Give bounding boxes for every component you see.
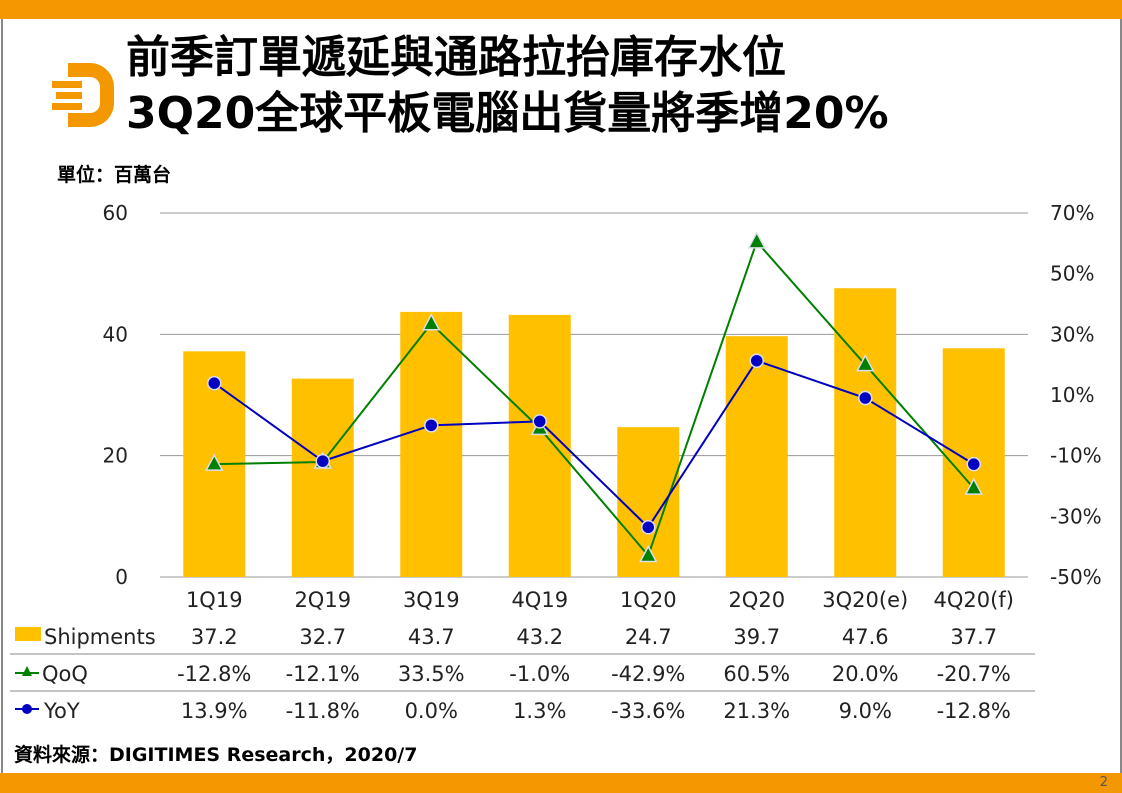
- marker-yoy: [858, 390, 873, 406]
- category-label: 2Q20: [728, 588, 785, 612]
- legend-shipments: Shipments: [44, 625, 156, 649]
- legend-yoy: YoY: [43, 699, 80, 723]
- right-axis-tick: -10%: [1050, 444, 1102, 468]
- table-cell: 39.7: [733, 625, 780, 649]
- table-cell: 43.2: [516, 625, 563, 649]
- category-label: 3Q20(e): [822, 588, 908, 612]
- bar-shipments: [725, 336, 788, 577]
- marker-yoy: [641, 520, 656, 535]
- category-label: 1Q19: [186, 588, 243, 612]
- line-qoq: [214, 239, 975, 558]
- category-label: 4Q19: [511, 588, 568, 612]
- legend-qoq: QoQ: [42, 662, 88, 686]
- marker-qoq: [205, 453, 224, 471]
- title-line-1: 前季訂單遞延與通路拉抬庫存水位: [126, 32, 786, 83]
- table-cell: -12.8%: [177, 662, 251, 686]
- category-label: 2Q19: [294, 588, 351, 612]
- marker-qoq: [964, 477, 983, 495]
- table-cell: -1.0%: [509, 662, 570, 686]
- digitimes-logo-icon: [52, 63, 114, 127]
- table-cell: 37.2: [191, 625, 238, 649]
- bar-shipments: [834, 288, 897, 577]
- marker-qoq: [856, 354, 875, 372]
- category-label: 3Q19: [403, 588, 460, 612]
- table-cell: -20.7%: [937, 662, 1011, 686]
- legend-yoy-circle-icon: [22, 704, 32, 714]
- table-cell: 37.7: [950, 625, 997, 649]
- table-cell: -12.8%: [937, 699, 1011, 723]
- left-axis-tick: 40: [103, 322, 128, 346]
- table-cell: 13.9%: [181, 699, 248, 723]
- table-cell: 33.5%: [398, 662, 465, 686]
- table-cell: 60.5%: [723, 662, 790, 686]
- left-axis-tick: 20: [103, 444, 128, 468]
- left-axis-tick: 0: [115, 565, 128, 589]
- marker-yoy: [966, 456, 981, 472]
- table-cell: -11.8%: [286, 699, 360, 723]
- table-cell: -42.9%: [611, 662, 685, 686]
- marker-qoq: [747, 231, 766, 249]
- title-line-2: 3Q20全球平板電腦出貨量將季增20%: [126, 88, 889, 139]
- right-axis-tick: 70%: [1050, 201, 1094, 225]
- table-cell: 24.7: [625, 625, 672, 649]
- left-axis-tick: 60: [103, 201, 128, 225]
- table-cell: -33.6%: [611, 699, 685, 723]
- bar-shipments: [291, 378, 354, 577]
- bar-shipments: [400, 311, 463, 577]
- marker-qoq: [422, 313, 441, 331]
- top-banner: [0, 0, 1122, 19]
- right-border: [1120, 19, 1122, 773]
- table-cell: 0.0%: [405, 699, 458, 723]
- line-yoy: [213, 359, 975, 529]
- bar-shipments: [508, 314, 571, 577]
- table-cell: -12.1%: [286, 662, 360, 686]
- table-cell: 32.7: [299, 625, 346, 649]
- legend-qoq-triangle-icon: [22, 666, 32, 676]
- table-cell: 47.6: [842, 625, 889, 649]
- legend-shipments-swatch: [15, 627, 41, 641]
- page-title: 前季訂單遞延與通路拉抬庫存水位 3Q20全球平板電腦出貨量將季增20%: [126, 30, 889, 142]
- page-number: 2: [1099, 775, 1108, 790]
- right-axis-tick: -30%: [1050, 504, 1102, 528]
- category-label: 1Q20: [620, 588, 677, 612]
- source-note: 資料來源：DIGITIMES Research，2020/7: [14, 744, 418, 766]
- table-cell: 43.7: [408, 625, 455, 649]
- table-cell: 1.3%: [513, 699, 566, 723]
- unit-label: 單位：百萬台: [57, 164, 172, 186]
- marker-yoy: [532, 414, 547, 429]
- right-axis-tick: -50%: [1050, 565, 1102, 589]
- marker-yoy: [424, 418, 439, 433]
- category-label: 4Q20(f): [934, 588, 1014, 612]
- marker-yoy: [207, 375, 222, 391]
- left-border: [1, 19, 3, 773]
- marker-yoy: [749, 353, 764, 368]
- right-axis-tick: 10%: [1050, 383, 1094, 407]
- right-axis-tick: 30%: [1050, 322, 1094, 346]
- right-axis-tick: 50%: [1050, 262, 1094, 286]
- marker-yoy: [315, 453, 330, 469]
- table-cell: 21.3%: [723, 699, 790, 723]
- table-cell: 9.0%: [839, 699, 892, 723]
- bottom-banner: [0, 773, 1122, 793]
- marker-qoq: [639, 544, 658, 563]
- table-cell: 20.0%: [832, 662, 899, 686]
